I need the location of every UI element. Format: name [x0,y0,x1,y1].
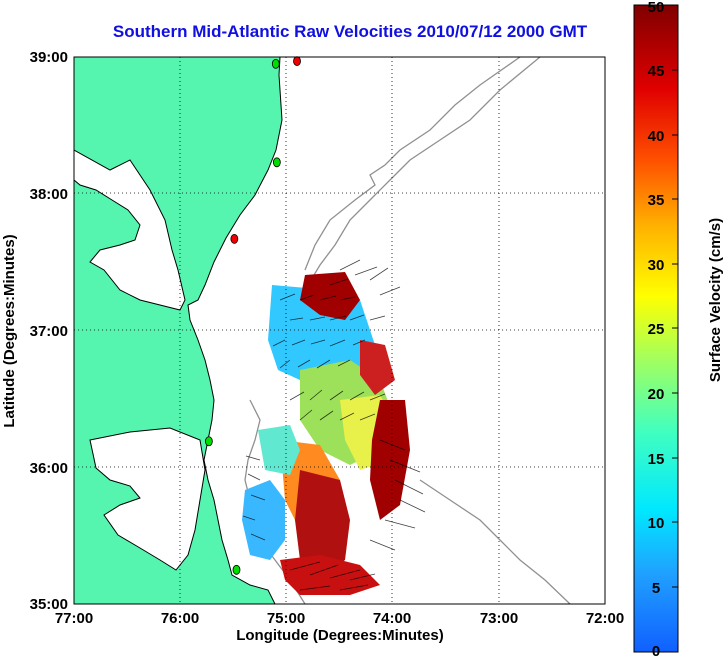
x-tick-label: 74:00 [373,610,411,627]
colorbar-label: Surface Velocity (cm/s) [707,218,724,382]
bathymetry-contour-4 [419,479,571,604]
station-marker [271,58,280,69]
x-axis-label: Longitude (Degrees:Minutes) [236,627,444,644]
colorbar-ticks [672,69,678,588]
colorbar-tick-label: 10 [648,515,665,532]
colorbar [633,4,679,653]
velocity-field [242,272,410,595]
station-marker [293,56,301,67]
y-tick-label: 39:00 [30,49,68,66]
y-tick-label: 35:00 [30,596,68,613]
colorbar-tick-label: 25 [648,321,665,338]
bathymetry-contour-2 [304,57,521,271]
plot-frame [73,56,606,605]
velocity-vectors [242,259,426,591]
map-title: Southern Mid-Atlantic Raw Velocities 201… [112,22,588,41]
colorbar-tick-label: 0 [652,643,660,659]
y-tick-label: 37:00 [30,323,68,340]
y-tick-label: 38:00 [30,186,68,203]
station-marker [204,436,213,447]
bathymetry-contour-1 [299,57,541,306]
colorbar-tick-label: 15 [648,451,665,468]
x-tick-label: 72:00 [586,610,624,627]
colorbar-tick-label: 5 [652,580,660,597]
x-tick-label: 75:00 [267,610,305,627]
y-axis-label: Latitude (Degrees:Minutes) [1,234,18,427]
x-tick-label: 73:00 [480,610,518,627]
colorbar-tick-label: 45 [648,63,665,80]
pamlico-sound [89,427,206,571]
map-gridlines [74,57,605,604]
colorbar-tick-label: 40 [648,128,665,145]
station-markers [204,56,301,575]
x-tick-label: 76:00 [161,610,199,627]
station-marker [232,564,241,575]
colorbar-tick-label: 20 [648,386,665,403]
y-tick-label: 36:00 [30,460,68,477]
chesapeake-bay [74,149,186,311]
colorbar-tick-label: 30 [648,257,665,274]
x-tick-label: 77:00 [55,610,93,627]
station-marker [272,157,281,168]
station-marker [230,233,239,244]
colorbar-tick-label: 35 [648,192,665,209]
colorbar-tick-label: 50 [648,0,665,16]
